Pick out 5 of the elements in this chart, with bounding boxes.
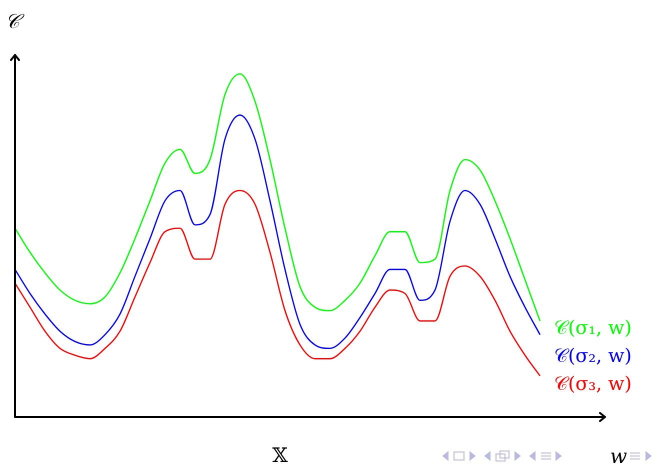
- text: 𝕏: [272, 443, 288, 465]
- series-label: 𝒞(σ₁, w): [554, 316, 632, 339]
- y-axis-title: 𝒞: [5, 9, 25, 33]
- series-label: 𝒞(σ₂, w): [554, 344, 632, 367]
- series-label: 𝒞(σ₃, w): [554, 372, 632, 395]
